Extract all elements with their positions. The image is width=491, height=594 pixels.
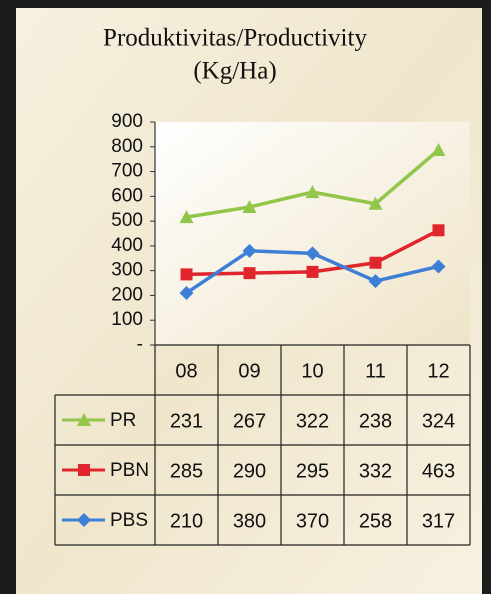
marker: [180, 268, 193, 281]
table-value: 210: [170, 510, 203, 532]
y-tick-label: 400: [111, 235, 143, 256]
chart-subtitle: (Kg/Ha): [193, 58, 276, 85]
marker: [77, 513, 91, 527]
marker: [432, 224, 445, 237]
marker: [77, 413, 91, 426]
table-value: 324: [422, 410, 455, 432]
y-tick-label: 200: [111, 284, 143, 305]
marker: [368, 196, 383, 210]
marker: [179, 285, 194, 300]
table-value: 295: [296, 460, 329, 482]
table-value: 370: [296, 510, 329, 532]
table-value: 285: [170, 460, 203, 482]
marker: [369, 256, 382, 269]
marker: [431, 142, 446, 156]
legend-label: PBS: [110, 510, 148, 531]
marker: [368, 274, 383, 289]
table-value: 258: [359, 510, 392, 532]
x-tick-label: 08: [175, 360, 197, 382]
y-tick-label: 600: [111, 185, 143, 206]
table-value: 332: [359, 460, 392, 482]
marker: [242, 199, 257, 213]
y-tick-label: 300: [111, 260, 143, 281]
marker: [306, 265, 319, 278]
table-value: 267: [233, 410, 266, 432]
y-tick-label: 100: [111, 309, 143, 330]
legend-label: PR: [110, 410, 136, 431]
marker: [305, 185, 320, 199]
x-tick-label: 11: [365, 360, 386, 382]
table-value: 463: [422, 460, 455, 482]
marker: [431, 259, 446, 274]
marker: [179, 210, 194, 224]
y-tick-label: 900: [111, 111, 143, 132]
marker: [243, 267, 256, 280]
y-tick-label: 500: [111, 210, 143, 231]
table-value: 380: [233, 510, 266, 532]
marker: [78, 464, 90, 476]
plot-area: [155, 122, 470, 345]
marker: [242, 243, 257, 258]
table-value: 290: [233, 460, 266, 482]
y-tick-label: 700: [111, 161, 143, 182]
y-tick-label: -: [137, 334, 143, 355]
table-value: 322: [296, 410, 329, 432]
table-value: 317: [422, 510, 455, 532]
table-value: 231: [170, 410, 203, 432]
table-value: 238: [359, 410, 392, 432]
table-grid: [54, 344, 471, 546]
legend-label: PBN: [110, 460, 149, 481]
chart-title: Produktivitas/Productivity: [103, 25, 367, 52]
x-tick-label: 12: [427, 360, 449, 382]
x-tick-label: 09: [238, 360, 260, 382]
x-tick-label: 10: [301, 360, 323, 382]
marker: [305, 246, 320, 261]
y-tick-label: 800: [111, 136, 143, 157]
